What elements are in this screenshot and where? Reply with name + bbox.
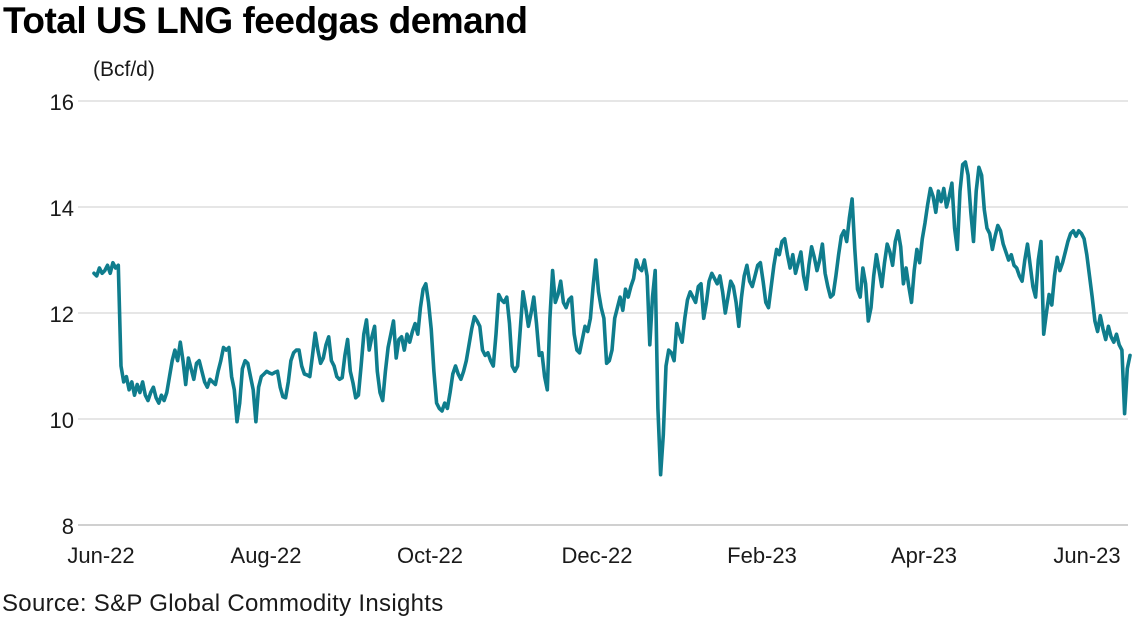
- x-tick-label: Feb-23: [727, 543, 797, 568]
- x-tick-label: Jun-22: [67, 543, 135, 568]
- feedgas-demand-line: [92, 160, 1132, 477]
- y-tick-label: 16: [49, 90, 74, 115]
- x-tick-label: Jun-23: [1053, 543, 1121, 568]
- x-tick-label: Oct-22: [396, 543, 464, 568]
- y-axis-unit-label: (Bcf/d): [93, 58, 155, 81]
- y-tick-label: 8: [61, 514, 74, 539]
- y-tick-label: 12: [49, 302, 74, 327]
- page-title: Total US LNG feedgas demand: [3, 0, 528, 41]
- y-tick-label: 14: [49, 196, 74, 221]
- x-tick-label: Dec-22: [561, 543, 633, 568]
- x-tick-label: Aug-22: [230, 543, 302, 568]
- y-tick-label: 10: [49, 408, 74, 433]
- x-tick-label: Apr-23: [890, 543, 958, 568]
- source-note: Source: S&P Global Commodity Insights: [2, 590, 444, 617]
